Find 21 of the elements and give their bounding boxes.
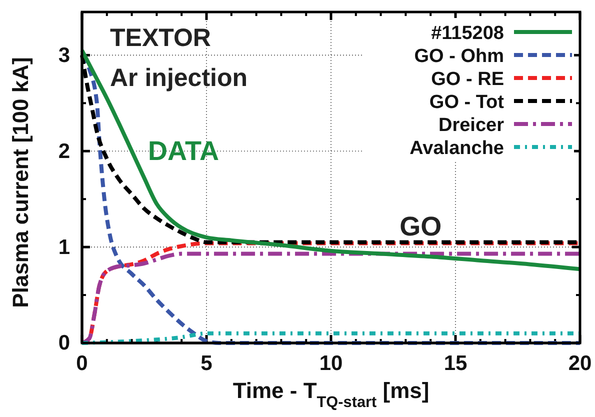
- annotation: Ar injection: [110, 64, 248, 92]
- x-tick-label: 5: [200, 352, 213, 375]
- annotation: DATA: [148, 136, 219, 166]
- legend-label: Avalanche: [410, 138, 504, 159]
- legend-label: Dreicer: [438, 115, 505, 136]
- annotation: GO: [400, 212, 442, 242]
- y-axis-title: Plasma current [100 kA]: [8, 57, 33, 308]
- x-axis-title: Time - T$_{TQ-start}$ [ms]: [232, 378, 430, 410]
- y-tick-label: 0: [58, 332, 70, 355]
- legend-label: #115208: [431, 23, 504, 44]
- y-tick-label: 2: [58, 140, 70, 163]
- y-tick-label: 3: [58, 44, 70, 67]
- annotation: TEXTOR: [110, 24, 211, 52]
- x-tick-label: 0: [76, 352, 88, 375]
- legend-label: GO - RE: [431, 69, 504, 90]
- x-tick-label: 10: [319, 352, 343, 375]
- legend-label: GO - Tot: [429, 92, 505, 113]
- legend-label: GO - Ohm: [414, 46, 504, 67]
- x-tick-label: 20: [568, 352, 592, 375]
- x-tick-label: 15: [444, 352, 468, 375]
- y-tick-label: 1: [58, 236, 70, 259]
